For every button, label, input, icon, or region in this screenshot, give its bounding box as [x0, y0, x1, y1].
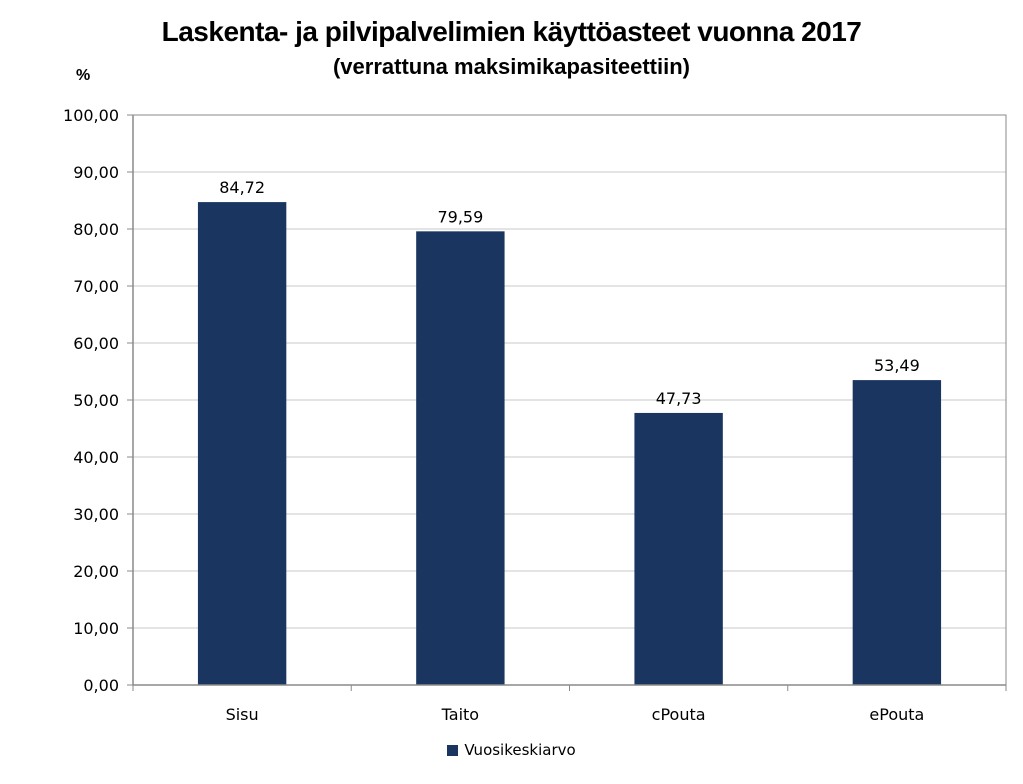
y-tick-label: 100,00: [63, 106, 119, 125]
bars: [197, 202, 942, 685]
legend-label: Vuosikeskiarvo: [464, 741, 576, 759]
data-label: 47,73: [656, 389, 702, 408]
x-tick-label: Taito: [441, 705, 479, 724]
bar: [416, 231, 505, 685]
y-tick-label: 70,00: [73, 277, 119, 296]
legend-swatch: [447, 745, 459, 756]
y-tick-labels: 0,00 10,00 20,00 30,00 40,00 50,00 60,00 70,00 8…: [63, 106, 119, 695]
x-tick-label: cPouta: [652, 705, 706, 724]
x-tick-labels: Sisu Taito cPouta ePouta: [226, 705, 925, 724]
x-tick-label: Sisu: [226, 705, 259, 724]
data-label: 84,72: [219, 178, 265, 197]
y-tick-label: 30,00: [73, 505, 119, 524]
chart-subtitle: (verrattuna maksimikapasiteettiin): [332, 54, 691, 79]
y-tick-label: 90,00: [73, 163, 119, 182]
y-tick-label: 20,00: [73, 562, 119, 581]
y-tick-label: 0,00: [83, 676, 119, 695]
legend: Vuosikeskiarvo: [0, 741, 1023, 759]
y-tick-label: 50,00: [73, 391, 119, 410]
y-tick-label: 60,00: [73, 334, 119, 353]
bar: [634, 412, 723, 685]
bar: [197, 202, 287, 685]
y-tick-label: 40,00: [73, 448, 119, 467]
chart-title: Laskenta- ja pilvipalvelimien käyttöaste…: [161, 16, 862, 47]
y-axis-unit-label: %: [76, 67, 91, 84]
axes: [127, 114, 1007, 691]
y-tick-label: 10,00: [73, 619, 119, 638]
data-label: 53,49: [874, 356, 920, 375]
bar: [852, 380, 942, 685]
x-tick-label: ePouta: [869, 705, 924, 724]
data-label: 79,59: [437, 207, 483, 226]
y-tick-label: 80,00: [73, 220, 119, 239]
data-labels: 84,72 79,59 47,73 53,49: [219, 178, 920, 408]
